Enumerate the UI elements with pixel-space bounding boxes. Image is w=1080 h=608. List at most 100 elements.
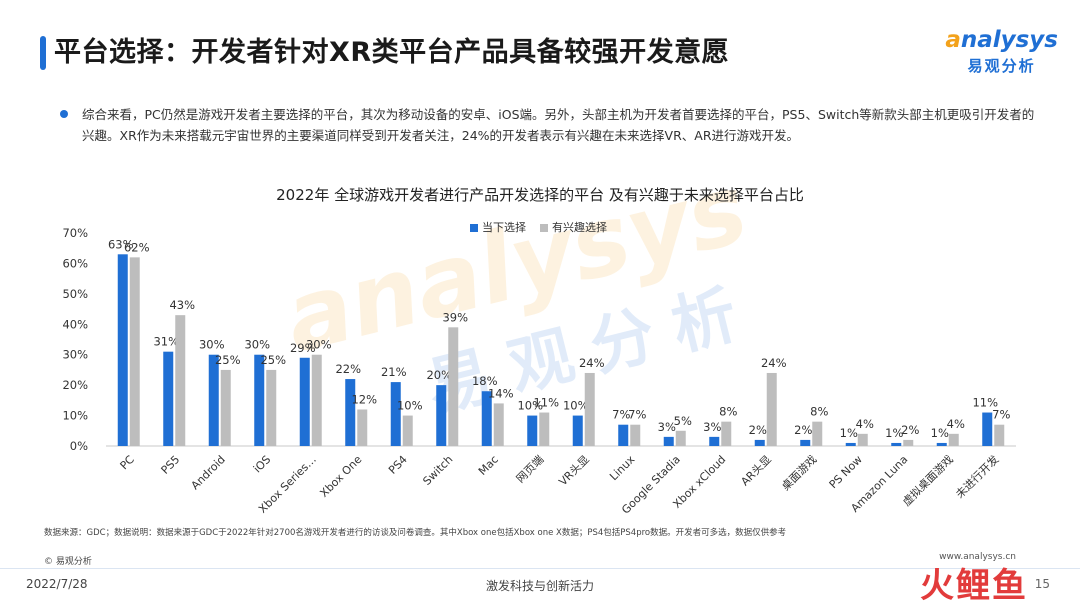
y-tick-label: 60% — [62, 256, 88, 270]
bar-current — [254, 354, 265, 446]
data-label-current: 2% — [749, 423, 767, 437]
bar-current — [709, 436, 720, 446]
data-label-interest: 39% — [442, 310, 468, 324]
report-date: 2022/7/28 — [26, 577, 88, 591]
bar-interest — [493, 403, 504, 446]
logo-wordmark: analysys — [945, 28, 1058, 52]
bar-current — [117, 254, 128, 446]
bar-current — [845, 442, 856, 446]
bar-interest — [584, 372, 595, 446]
bar-interest — [721, 421, 732, 446]
data-label-current: 3% — [703, 420, 721, 434]
data-label-interest: 12% — [351, 392, 377, 406]
x-tick-label: PS5 — [159, 453, 183, 477]
data-label-current: 22% — [335, 362, 361, 376]
data-label-current: 30% — [244, 338, 270, 352]
bar-current — [345, 379, 356, 446]
data-label-current: 10% — [517, 399, 543, 413]
data-label-interest: 4% — [856, 417, 874, 431]
bar-interest — [539, 412, 550, 446]
bar-interest — [675, 430, 686, 446]
bar-current — [163, 351, 174, 446]
data-label-current: 1% — [885, 426, 903, 440]
data-label-interest: 14% — [488, 386, 514, 400]
x-tick-label: 网页端 — [514, 453, 547, 486]
x-tick-label: AR头显 — [738, 453, 773, 488]
data-label-current: 31% — [153, 335, 179, 349]
x-tick-label: Switch — [420, 453, 455, 488]
data-label-current: 10% — [563, 399, 589, 413]
website-url: www.analysys.cn — [939, 552, 1016, 562]
bar-current — [800, 439, 811, 446]
bar-interest — [402, 415, 413, 446]
bar-interest — [129, 257, 140, 446]
data-label-current: 20% — [426, 368, 452, 382]
legend-swatch-current — [470, 224, 478, 232]
data-label-interest: 8% — [810, 405, 828, 419]
data-label-current: 29% — [290, 341, 316, 355]
analysys-logo: analysys 易观分析 — [945, 28, 1058, 76]
data-label-interest: 7% — [992, 408, 1010, 422]
bar-interest — [630, 424, 641, 446]
y-tick-label: 0% — [70, 439, 88, 453]
data-label-interest: 4% — [947, 417, 965, 431]
title-accent-bar — [40, 36, 46, 70]
data-label-interest: 24% — [761, 356, 787, 370]
x-tick-label: Xbox One — [317, 453, 364, 500]
bar-interest — [812, 421, 823, 446]
data-label-current: 1% — [931, 426, 949, 440]
data-label-current: 21% — [381, 365, 407, 379]
chart-title: 2022年 全球游戏开发者进行产品开发选择的平台 及有兴趣于未来选择平台占比 — [276, 186, 804, 204]
y-tick-label: 10% — [62, 409, 88, 423]
data-label-interest: 25% — [260, 353, 286, 367]
bar-current — [754, 439, 765, 446]
logo-wordmark-a: a — [945, 27, 961, 53]
bar-current — [572, 415, 583, 446]
bar-current — [390, 382, 401, 446]
bar-interest — [766, 372, 777, 446]
legend-item-interest: 有兴趣选择 — [540, 219, 607, 235]
summary-text: 综合来看，PC仍然是游戏开发者主要选择的平台，其次为移动设备的安卓、iOS端。另… — [82, 107, 1035, 143]
x-tick-label: Linux — [607, 453, 637, 483]
corner-logo: 火鲤鱼 — [920, 566, 1028, 606]
page-title: 平台选择：开发者针对XR类平台产品具备较强开发意愿 — [54, 37, 730, 68]
bar-interest — [220, 369, 231, 446]
data-label-current: 1% — [840, 426, 858, 440]
summary-bullet: 综合来看，PC仍然是游戏开发者主要选择的平台，其次为移动设备的安卓、iOS端。另… — [60, 104, 1040, 146]
bar-interest — [175, 315, 186, 446]
x-tick-label: Android — [189, 453, 228, 492]
x-tick-label: PS Now — [827, 453, 865, 491]
x-tick-label: iOS — [251, 453, 273, 475]
bar-current — [481, 391, 492, 446]
y-tick-label: 20% — [62, 378, 88, 392]
bar-current — [436, 385, 447, 446]
bar-interest — [448, 327, 459, 446]
legend-item-current: 当下选择 — [470, 219, 526, 235]
bar-current — [299, 357, 310, 446]
data-label-interest: 7% — [628, 408, 646, 422]
data-label-current: 3% — [658, 420, 676, 434]
bar-current — [891, 442, 902, 446]
data-label-current: 30% — [199, 338, 225, 352]
x-tick-label: PC — [118, 453, 138, 473]
x-tick-label: VR头显 — [556, 453, 591, 488]
bar-interest — [266, 369, 277, 446]
x-tick-label: Mac — [476, 453, 501, 478]
x-tick-label: 桌面游戏 — [779, 453, 819, 493]
y-tick-label: 70% — [62, 226, 88, 240]
y-tick-label: 40% — [62, 317, 88, 331]
data-label-interest: 30% — [306, 338, 332, 352]
bar-interest — [903, 439, 914, 446]
bar-current — [936, 442, 947, 446]
x-tick-label: PS4 — [386, 453, 410, 477]
data-label-interest: 62% — [124, 240, 150, 254]
data-label-current: 2% — [794, 423, 812, 437]
bar-interest — [311, 354, 322, 446]
data-label-interest: 5% — [674, 414, 692, 428]
bar-current — [618, 424, 629, 446]
bullet-dot-icon — [60, 110, 68, 118]
chart-legend: 当下选择 有兴趣选择 — [470, 219, 607, 235]
data-label-interest: 2% — [901, 423, 919, 437]
data-label-current: 7% — [612, 408, 630, 422]
